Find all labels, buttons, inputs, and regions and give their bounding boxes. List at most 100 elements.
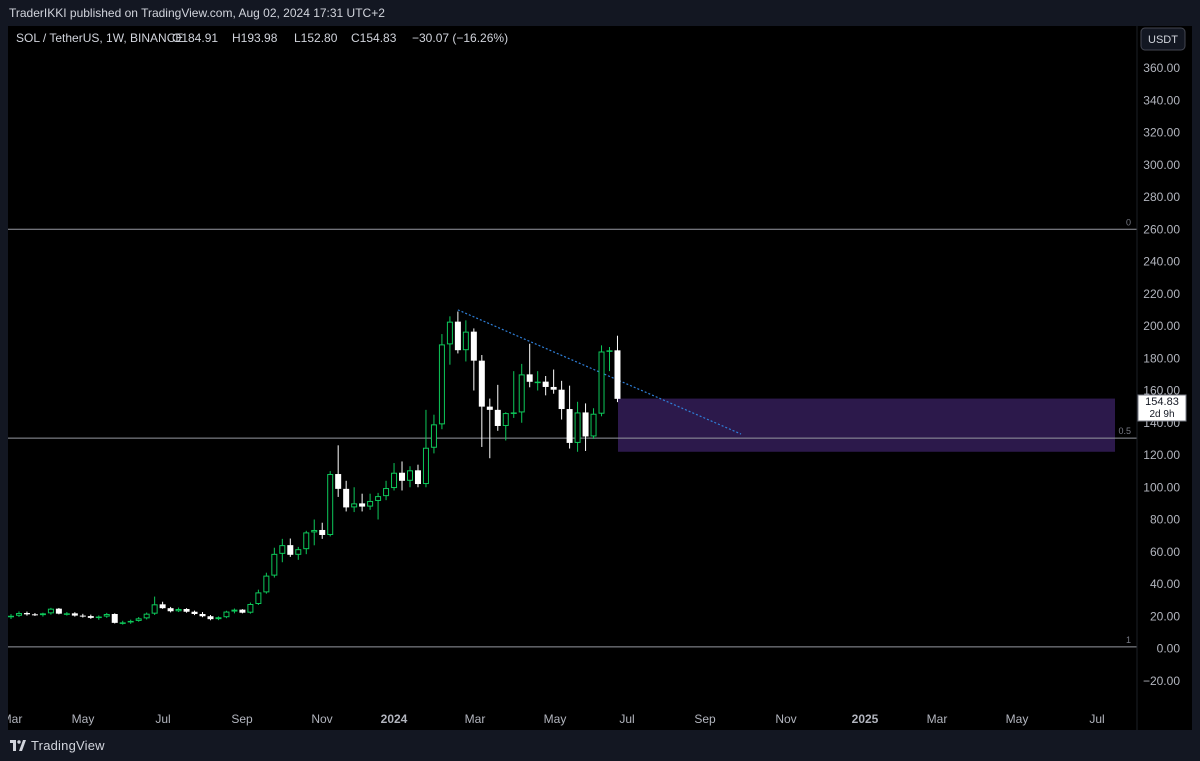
candle-body (590, 413, 597, 437)
candle[interactable] (39, 612, 46, 617)
candle[interactable] (103, 612, 110, 618)
candle[interactable] (87, 614, 94, 619)
demand-zone[interactable] (618, 398, 1115, 452)
candle[interactable] (526, 343, 533, 388)
candle[interactable] (430, 414, 437, 454)
candle[interactable] (582, 403, 589, 451)
candle[interactable] (63, 612, 70, 616)
candle[interactable] (566, 385, 573, 449)
trendline[interactable] (457, 309, 742, 435)
candle[interactable] (534, 371, 541, 391)
candle[interactable] (598, 345, 605, 417)
candle[interactable] (8, 614, 14, 619)
y-tick-label: 80.00 (1150, 513, 1180, 527)
candle[interactable] (319, 522, 326, 539)
candle[interactable] (335, 445, 342, 497)
candle[interactable] (303, 530, 310, 555)
candle[interactable] (287, 538, 294, 557)
candle[interactable] (606, 346, 613, 372)
candle[interactable] (351, 487, 358, 513)
candle[interactable] (191, 610, 198, 616)
candle[interactable] (135, 617, 142, 622)
candle[interactable] (359, 493, 366, 512)
candle-body (71, 613, 78, 616)
candle[interactable] (470, 328, 477, 391)
candle[interactable] (343, 480, 350, 512)
candle[interactable] (119, 620, 126, 625)
candle[interactable] (31, 613, 38, 616)
candle[interactable] (231, 608, 238, 614)
candle[interactable] (462, 320, 469, 362)
candle[interactable] (255, 589, 262, 605)
candle[interactable] (207, 614, 214, 621)
candle[interactable] (311, 519, 318, 546)
candle[interactable] (167, 606, 174, 613)
y-tick-label: 320.00 (1143, 126, 1180, 140)
tradingview-brand: TradingView (31, 738, 105, 753)
candle[interactable] (199, 612, 206, 618)
chart-area[interactable]: 0 0.5 1 360.00 340.00 320.00 300.00 280.00 260.… (2, 26, 1192, 730)
candle-body (39, 613, 46, 616)
candle[interactable] (446, 316, 453, 365)
candle[interactable] (79, 613, 86, 618)
candle[interactable] (223, 610, 230, 619)
candle[interactable] (23, 611, 30, 616)
candle[interactable] (143, 612, 150, 620)
candle[interactable] (239, 609, 246, 614)
candle[interactable] (47, 607, 54, 615)
candle[interactable] (590, 408, 597, 439)
candle[interactable] (367, 493, 374, 510)
candle[interactable] (159, 601, 166, 609)
candle[interactable] (263, 572, 270, 594)
candle[interactable] (478, 355, 485, 447)
candle[interactable] (574, 401, 581, 452)
candle[interactable] (454, 311, 461, 354)
candle-body (335, 474, 342, 489)
candle[interactable] (438, 334, 445, 430)
candle[interactable] (215, 616, 222, 621)
price-chart[interactable]: 0 0.5 1 360.00 340.00 320.00 300.00 280.00 260.… (2, 26, 1192, 730)
candle[interactable] (71, 612, 78, 617)
candle[interactable] (558, 380, 565, 420)
candle[interactable] (383, 480, 390, 501)
candle[interactable] (247, 602, 254, 614)
candle[interactable] (95, 615, 102, 620)
candle[interactable] (407, 466, 413, 488)
candle-body (383, 488, 390, 497)
candle[interactable] (271, 547, 278, 578)
tradingview-logo[interactable]: TradingView (10, 738, 105, 753)
candle[interactable] (127, 619, 134, 624)
candle[interactable] (502, 412, 509, 441)
candle[interactable] (55, 608, 62, 615)
candle-body (343, 488, 350, 508)
candle[interactable] (614, 335, 621, 403)
candle[interactable] (510, 371, 517, 418)
candle[interactable] (391, 463, 398, 491)
candle[interactable] (375, 492, 382, 520)
candle[interactable] (295, 546, 302, 560)
candle[interactable] (486, 398, 493, 459)
candle[interactable] (550, 369, 557, 394)
candle-body (279, 545, 286, 554)
candle-body (271, 553, 278, 576)
candle[interactable] (175, 607, 182, 613)
candle[interactable] (111, 613, 118, 624)
candle[interactable] (15, 611, 22, 618)
candle[interactable] (494, 384, 501, 431)
candle[interactable] (542, 375, 549, 396)
candle[interactable] (183, 608, 190, 613)
candle-body (191, 611, 198, 614)
y-tick-label: 60.00 (1150, 545, 1180, 559)
candle[interactable] (518, 363, 525, 423)
candle-body (183, 608, 190, 612)
fib-level-label: 1 (1126, 635, 1131, 645)
candle[interactable] (327, 471, 334, 537)
candle[interactable] (422, 409, 429, 488)
candle[interactable] (279, 538, 286, 563)
legend-symbol: SOL / TetherUS, 1W, BINANCE (16, 31, 183, 45)
candle[interactable] (151, 596, 158, 615)
candle[interactable] (414, 464, 421, 488)
candle[interactable] (399, 461, 406, 491)
currency-button[interactable]: USDT (1140, 27, 1186, 51)
x-tick-label: Nov (311, 712, 332, 726)
